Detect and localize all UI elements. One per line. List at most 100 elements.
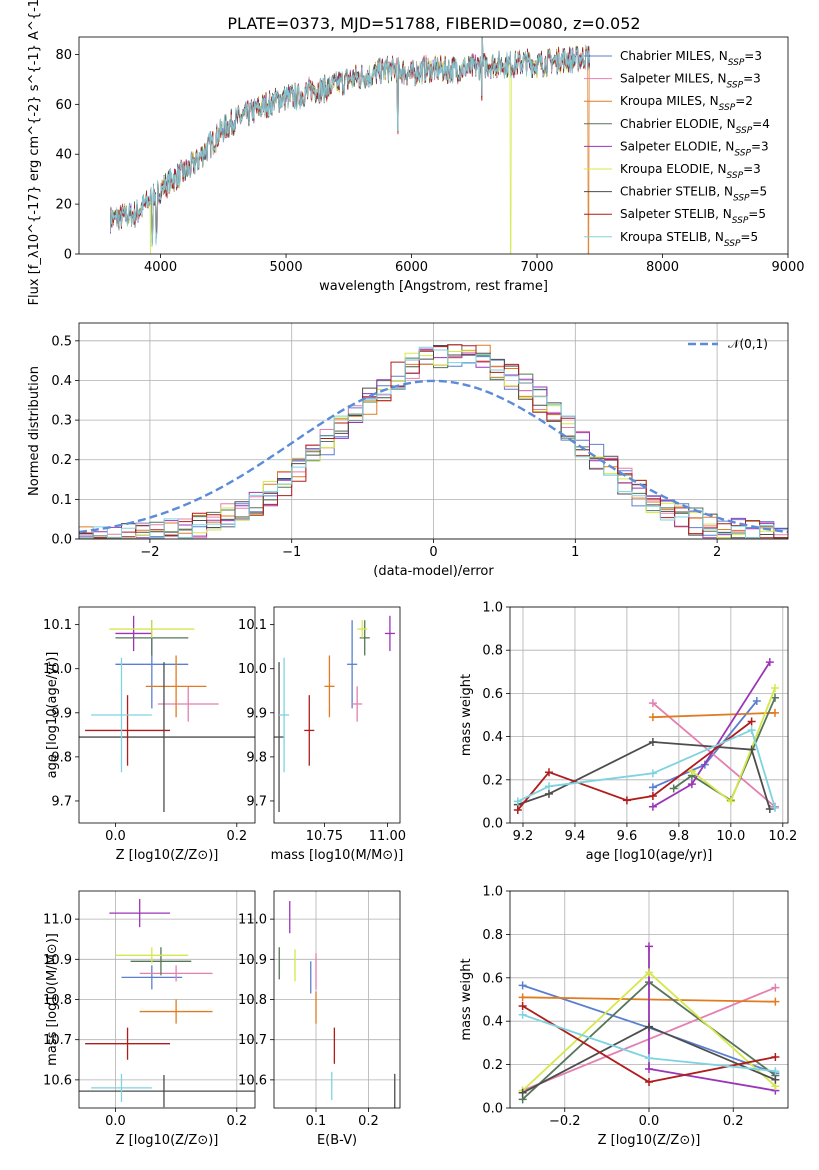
age-weight-y-tick-label: 0.0	[482, 817, 503, 832]
mass-age-y-tick-label: 9.9	[246, 706, 267, 721]
histogram-series-step	[79, 350, 788, 539]
Z-weight-point-marker	[771, 1067, 780, 1076]
mass-age-errorbar	[324, 655, 335, 718]
spectrum-panel: 4000 5000 6000 7000 8000 9000 0 20 40 60 80 wavelen…	[27, 0, 805, 305]
Z-age-errorbar	[85, 695, 171, 766]
Z-age-y-tick-label: 10.1	[43, 618, 72, 633]
mass-age-errorbar	[279, 657, 290, 773]
spectrum-series-line	[110, 37, 591, 243]
Z-mass-y-tick-label: 10.6	[43, 1073, 72, 1088]
Z-weight-y-tick-label: 0.0	[482, 1102, 503, 1117]
mass-age-plot-area	[274, 615, 395, 812]
age-weight-y-tick-label: 1.0	[482, 601, 503, 616]
age-weight-y-tick-label: 0.6	[482, 687, 503, 702]
mass-age-x-tick-label: 11.00	[369, 829, 406, 844]
Z-mass-x-tick-label: 0.0	[105, 1114, 126, 1129]
age-weight-point-marker	[648, 699, 657, 708]
age-weight-point-marker	[771, 803, 780, 812]
age-weight-x-tick-label: 10.2	[768, 829, 797, 844]
mass-age-y-tick-label: 9.8	[246, 750, 267, 765]
age-weight-series-line	[517, 720, 753, 811]
ebv-mass-x-tick-label: 0.2	[358, 1114, 379, 1129]
Z-mass-y-tick-label: 10.7	[43, 1033, 72, 1048]
spectrum-x-tick-label: 9000	[771, 260, 804, 275]
histogram-series-step	[79, 346, 788, 539]
residual-hist-x-tick-label: −2	[140, 545, 159, 560]
Z-mass-y-axis-label: mass [log10(M/M⊙)]	[45, 933, 60, 1066]
Z-weight-point-marker	[645, 1077, 653, 1086]
spectrum-series-line	[110, 37, 591, 244]
legend-label: Salpeter MILES, NSSP=3	[620, 72, 761, 91]
Z-mass-plot-area	[79, 899, 255, 1108]
ebv-mass-x-axis-label: E(B-V)	[317, 1133, 357, 1148]
legend-label: Salpeter STELIB, NSSP=5	[620, 207, 766, 226]
spectrum-legend: Chabrier MILES, NSSP=3 Salpeter MILES, NS…	[584, 49, 770, 249]
spectrum-frame	[78, 36, 789, 255]
Z-mass-frame	[78, 890, 256, 1109]
Z-weight-panel: −0.2 0.0 0.2 0.0 0.2 0.4 0.6 0.8 1.0 Z [log10(Z/Z…	[459, 885, 789, 1148]
spectrum-y-tick-label: 40	[55, 148, 72, 163]
mass-age-errorbar	[357, 620, 368, 638]
age-weight-point-marker	[771, 693, 780, 702]
Z-mass-errorbar	[85, 1027, 171, 1060]
Z-mass-errorbar	[121, 965, 183, 990]
age-weight-point-marker	[771, 684, 780, 692]
Z-weight-y-tick-label: 1.0	[482, 885, 503, 900]
Z-mass-errorbar	[115, 947, 189, 964]
spectrum-series-line	[110, 37, 591, 244]
Z-mass-errorbar	[109, 899, 171, 928]
Z-weight-point-marker	[771, 1075, 780, 1084]
age-weight-point-marker	[648, 802, 657, 811]
Z-mass-y-tick-label: 11.0	[43, 913, 72, 928]
Z-age-errorbar	[145, 655, 207, 718]
legend-label: Salpeter ELODIE, NSSP=3	[620, 139, 769, 158]
spectrum-y-axis-label: Flux [f_λ10^{-17} erg cm^{-2} s^{-1} A^{…	[27, 0, 42, 305]
residual-hist-panel: −2 −1 0 1 2 0.0 0.1 0.2 0.3 0.4 0.5 (data-model)/er…	[27, 322, 789, 579]
legend-label: Chabrier MILES, NSSP=3	[620, 49, 762, 68]
ebv-mass-plot-area	[278, 901, 396, 1108]
Z-weight-y-tick-label: 0.4	[482, 1015, 503, 1030]
age-weight-panel: 9.2 9.4 9.6 9.8 10.0 10.2 0.0 0.2 0.4 0.6 0.8 1.0 ag…	[459, 601, 797, 864]
residual-hist-plot-area	[79, 344, 788, 539]
residual-hist-x-tick-label: 2	[713, 545, 721, 560]
residual-hist-y-tick-label: 0.1	[51, 493, 72, 508]
age-weight-point-marker	[513, 806, 522, 815]
age-weight-x-tick-label: 9.2	[513, 829, 534, 844]
Z-weight-y-axis-label: mass weight	[459, 958, 474, 1040]
Z-age-errorbar	[115, 615, 152, 652]
Z-mass-errorbar	[79, 1075, 255, 1108]
mass-age-x-axis-label: mass [log10(M/M⊙)]	[271, 848, 404, 863]
ebv-mass-y-tick-label: 10.8	[238, 993, 267, 1008]
spectrum-x-axis-label: wavelength [Angstrom, rest frame]	[319, 279, 548, 294]
spectrum-y-tick-label: 80	[55, 48, 72, 63]
age-weight-series-line	[652, 702, 776, 808]
ebv-mass-frame	[273, 890, 401, 1109]
residual-hist-x-axis-label: (data-model)/error	[373, 564, 494, 579]
spectrum-y-tick-label: 20	[55, 198, 72, 213]
Z-age-panel: 0.0 0.2 9.7 9.8 9.9 10.0 10.1 Z [log10(Z/Z⊙)] ag…	[43, 606, 256, 863]
spectrum-series-line	[110, 37, 591, 247]
Z-weight-y-tick-label: 0.6	[482, 971, 503, 986]
age-weight-point-marker	[544, 768, 553, 777]
normal-reference-curve	[79, 379, 788, 534]
age-weight-point-marker	[544, 782, 553, 791]
age-weight-point-marker	[669, 784, 678, 793]
age-weight-point-marker	[687, 767, 696, 776]
Z-weight-x-axis-label: Z [log10(Z/Z⊙)]	[598, 1133, 701, 1148]
Z-age-y-tick-label: 9.7	[51, 794, 72, 809]
Z-age-x-tick-label: 0.0	[105, 829, 126, 844]
age-weight-point-marker	[765, 804, 774, 813]
mass-age-errorbar	[274, 662, 285, 812]
residual-hist-frame	[78, 322, 789, 540]
Z-weight-point-marker	[518, 1002, 527, 1011]
mass-age-frame	[273, 606, 401, 824]
age-weight-x-tick-label: 10.0	[716, 829, 745, 844]
Z-weight-point-marker	[518, 1010, 527, 1019]
Z-mass-x-axis-label: Z [log10(Z/Z⊙)]	[116, 1133, 219, 1148]
Z-weight-frame	[509, 890, 789, 1109]
Z-weight-point-marker	[645, 1064, 653, 1073]
Z-age-errorbar	[79, 662, 255, 812]
age-weight-point-marker	[648, 792, 657, 800]
age-weight-plot-area	[513, 658, 780, 815]
ebv-mass-y-tick-label: 10.6	[238, 1073, 267, 1088]
